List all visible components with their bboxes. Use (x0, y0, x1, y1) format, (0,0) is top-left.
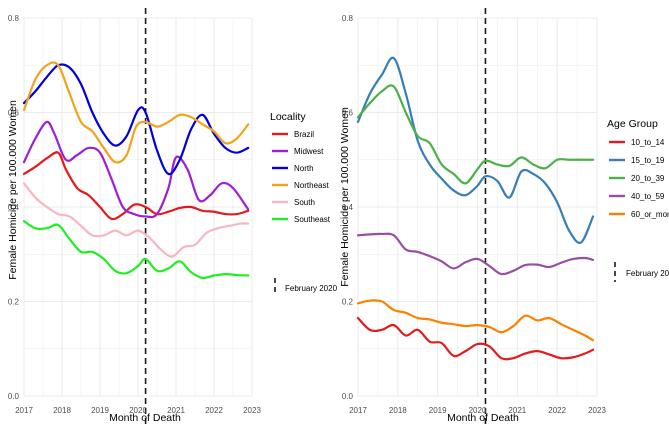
legend-label-15-to-19: 15_to_19 (631, 156, 665, 165)
y-tick-labels: 0.0 0.2 0.4 0.6 0.8 (8, 14, 20, 401)
y-tick-label: 0.0 (8, 392, 20, 401)
series-line-midwest (22, 120, 250, 219)
age-group-chart: 0.0 0.2 0.4 0.6 0.8 2017 2018 2019 2020 2021 2022… (339, 8, 669, 428)
x-tick-label: 2020 (129, 406, 147, 415)
y-tick-labels: 0.0 0.2 0.4 0.6 0.8 (342, 14, 354, 401)
vline-legend-label: February 2020 (626, 269, 669, 278)
x-tick-label: 2019 (429, 406, 447, 415)
legend: Age Group 10_to_14 15_to_19 20_to_39 40_to_… (607, 118, 669, 219)
x-tick-label: 2021 (167, 406, 185, 415)
legend-label-10-to-14: 10_to_14 (631, 138, 665, 147)
y-tick-label: 0.2 (8, 298, 20, 307)
legend-items: Brazil Midwest North Northeast South Southeas… (272, 130, 331, 224)
legend-label-40-to-59: 40_to_59 (631, 192, 665, 201)
y-tick-label: 0.6 (8, 109, 20, 118)
legend-title: Locality (270, 111, 306, 123)
x-tick-labels: 2017 2018 2019 2020 2021 2022 2023 (15, 406, 261, 415)
x-axis-title: Month of Death (447, 412, 519, 424)
x-tick-label: 2018 (389, 406, 407, 415)
y-tick-label: 0.6 (342, 109, 354, 118)
x-tick-label: 2023 (243, 406, 261, 415)
y-axis-title: Female Homicide per 100.000 Women (7, 100, 19, 280)
x-tick-label: 2019 (91, 406, 109, 415)
x-tick-label: 2022 (205, 406, 223, 415)
series-line-15-to-19 (356, 56, 595, 244)
legend-label-southeast: Southeast (294, 215, 331, 224)
y-tick-label: 0.8 (8, 14, 20, 23)
x-tick-label: 2021 (508, 406, 526, 415)
series-line-10-to-14 (356, 316, 595, 361)
y-tick-label: 0.4 (342, 203, 354, 212)
series-line-60-or-more (356, 299, 595, 342)
grid (23, 17, 253, 397)
y-tick-label: 0.8 (342, 14, 354, 23)
legend-label-south: South (294, 198, 315, 207)
y-tick-label: 0.0 (342, 392, 354, 401)
vline-legend-label: February 2020 (285, 284, 338, 293)
series-line-south (22, 182, 250, 258)
x-tick-label: 2020 (469, 406, 487, 415)
x-tick-label: 2017 (349, 406, 367, 415)
legend-label-20-to-39: 20_to_39 (631, 174, 665, 183)
legend: Locality Brazil Midwest North Northeast Sout… (270, 111, 331, 224)
legend-title: Age Group (607, 118, 658, 130)
series-line-southeast (22, 220, 250, 280)
grid (357, 17, 598, 397)
series-lines (22, 61, 250, 280)
locality-chart: 0.0 0.2 0.4 0.6 0.8 2017 2018 2019 2020 2021 2022… (7, 8, 338, 428)
x-tick-label: 2023 (588, 406, 606, 415)
series-line-brazil (22, 151, 250, 221)
x-tick-labels: 2017 2018 2019 2020 2021 2022 2023 (349, 406, 606, 415)
x-tick-label: 2017 (15, 406, 33, 415)
series-line-northeast (22, 61, 250, 164)
series-lines (356, 56, 595, 361)
vline-legend: February 2020 (274, 278, 338, 296)
y-axis-title: Female Homicide per 100.000 Women (339, 107, 351, 287)
x-tick-label: 2022 (548, 406, 566, 415)
vline-legend: February 2020 (614, 262, 669, 282)
legend-label-brazil: Brazil (294, 130, 314, 139)
y-tick-label: 0.4 (8, 203, 20, 212)
legend-label-60-or-more: 60_or_more (631, 210, 669, 219)
x-axis-title: Month of Death (109, 412, 181, 424)
y-tick-label: 0.2 (342, 298, 354, 307)
legend-label-northeast: Northeast (294, 181, 329, 190)
series-line-20-to-39 (356, 84, 595, 185)
series-line-40-to-59 (356, 232, 595, 276)
legend-label-midwest: Midwest (294, 147, 324, 156)
series-line-north (22, 63, 250, 176)
x-tick-label: 2018 (53, 406, 71, 415)
legend-items: 10_to_14 15_to_19 20_to_39 40_to_59 60_or_mo… (609, 138, 669, 219)
legend-label-north: North (294, 164, 314, 173)
